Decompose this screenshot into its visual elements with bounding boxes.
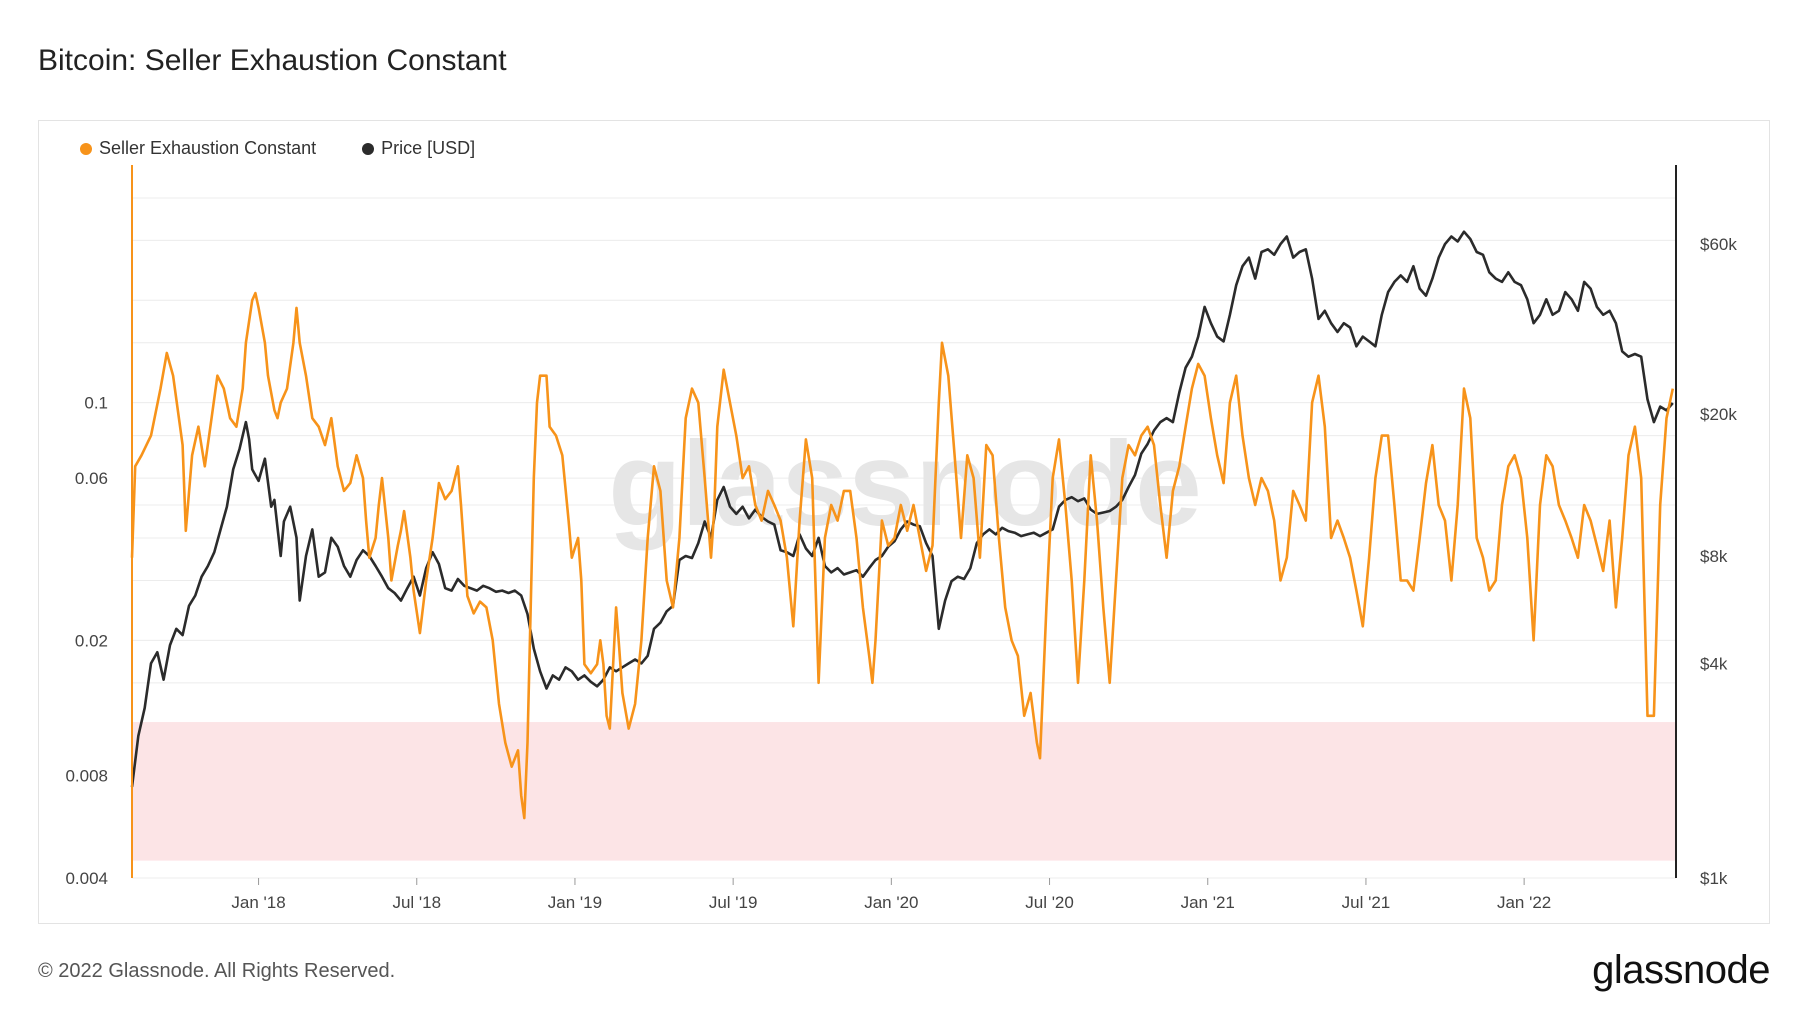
x-axis-tick-label: Jul '20 — [1025, 893, 1074, 912]
right-axis-tick-label: $8k — [1700, 547, 1728, 566]
x-axis-tick-label: Jan '18 — [231, 893, 285, 912]
left-axis: 0.1 0.06 0.02 0.008 0.004 — [65, 394, 108, 888]
chart-title: Bitcoin: Seller Exhaustion Constant — [38, 44, 507, 77]
watermark: glassnode — [608, 417, 1202, 551]
x-axis-tick-label: Jan '19 — [548, 893, 602, 912]
x-axis-tick-label: Jul '18 — [392, 893, 441, 912]
x-axis-tick-label: Jan '22 — [1497, 893, 1551, 912]
x-axis-tick-label: Jan '21 — [1181, 893, 1235, 912]
price-series-line — [130, 230, 1674, 788]
sec-series-line — [130, 291, 1675, 820]
x-axis-tick-label: Jul '19 — [709, 893, 758, 912]
left-axis-tick-label: 0.02 — [75, 631, 108, 650]
right-axis-tick-label: $60k — [1700, 235, 1737, 254]
chart-panel — [38, 120, 1770, 924]
left-axis-tick-label: 0.008 — [65, 767, 108, 786]
legend-dot-price — [362, 142, 375, 155]
legend-item-sec[interactable]: Seller Exhaustion Constant — [80, 138, 316, 159]
brand-logo[interactable]: glassnode — [1592, 948, 1770, 992]
left-axis-tick-label: 0.1 — [84, 394, 108, 413]
legend-dot-sec — [80, 142, 92, 155]
left-axis-tick-label: 0.004 — [65, 869, 108, 888]
right-axis: $60k $20k $8k $4k $1k — [1700, 235, 1737, 888]
highlight-band — [132, 722, 1676, 861]
legend-label-price: Price [USD] — [381, 138, 476, 158]
x-axis-tick-label: Jan '20 — [864, 893, 918, 912]
x-axis-tick-label: Jul '21 — [1342, 893, 1391, 912]
right-axis-tick-label: $1k — [1700, 869, 1728, 888]
copyright-footer: © 2022 Glassnode. All Rights Reserved. — [38, 960, 396, 982]
x-axis: Jan '18 Jul '18 Jan '19 Jul '19 Jan '20 Jul '… — [231, 878, 1551, 912]
chart-legend: Seller Exhaustion Constant Price [USD] — [80, 138, 475, 159]
legend-label-sec: Seller Exhaustion Constant — [99, 138, 317, 158]
left-axis-tick-label: 0.06 — [75, 469, 108, 488]
legend-item-price[interactable]: Price [USD] — [362, 138, 475, 159]
right-axis-tick-label: $4k — [1700, 654, 1728, 673]
right-axis-tick-label: $20k — [1700, 405, 1737, 424]
